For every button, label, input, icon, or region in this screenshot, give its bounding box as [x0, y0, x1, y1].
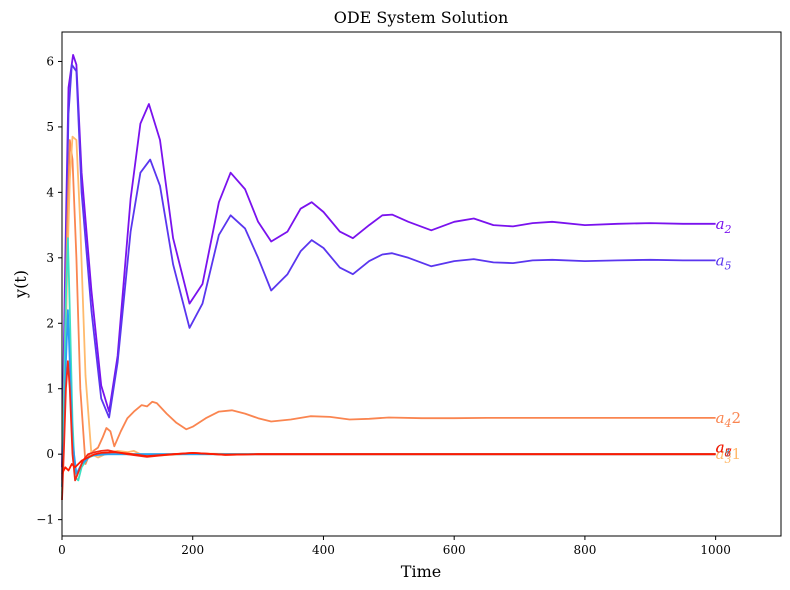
series-line-a8 — [61, 360, 716, 501]
series-line-a4-2 — [61, 139, 716, 487]
chart-title: ODE System Solution — [334, 8, 509, 27]
y-axis-label: y(t) — [11, 270, 30, 299]
plot-frame — [61, 31, 782, 537]
series-line-a2 — [61, 54, 716, 468]
series-end-label: a42 — [716, 409, 742, 430]
x-axis-label: Time — [401, 562, 441, 581]
y-tick-label: 5 — [46, 120, 54, 134]
series-line-a6 — [61, 237, 716, 501]
series-end-label: a31 — [716, 445, 742, 466]
series-line-a1 — [61, 309, 716, 487]
x-tick-label: 800 — [573, 543, 596, 557]
x-axis: 0 200 400 600 800 1000 — [58, 536, 731, 557]
y-tick-label: 3 — [46, 251, 54, 265]
series-line-a7 — [61, 451, 716, 475]
series-line-a5 — [61, 63, 716, 481]
x-tick-label: 0 — [58, 543, 66, 557]
series-end-label: a5 — [716, 251, 732, 272]
y-tick-label: 1 — [46, 382, 54, 396]
series-end-label: a7 — [716, 439, 732, 460]
y-axis: −1 0 1 2 3 4 5 6 — [36, 54, 62, 527]
series-end-label: a8 — [716, 439, 732, 460]
x-tick-label: 600 — [443, 543, 466, 557]
x-tick-label: 400 — [312, 543, 335, 557]
y-tick-label: 4 — [46, 185, 54, 199]
series-end-label: a6 — [716, 439, 732, 460]
y-tick-label: 6 — [46, 54, 54, 68]
x-tick-label: 200 — [181, 543, 204, 557]
series-end-label: a1 — [716, 439, 732, 460]
y-tick-label: 2 — [46, 316, 54, 330]
series-lines — [61, 54, 716, 501]
series-end-label: a2 — [716, 215, 732, 236]
y-tick-label: −1 — [36, 513, 54, 527]
y-tick-label: 0 — [46, 447, 54, 461]
x-tick-label: 1000 — [700, 543, 731, 557]
